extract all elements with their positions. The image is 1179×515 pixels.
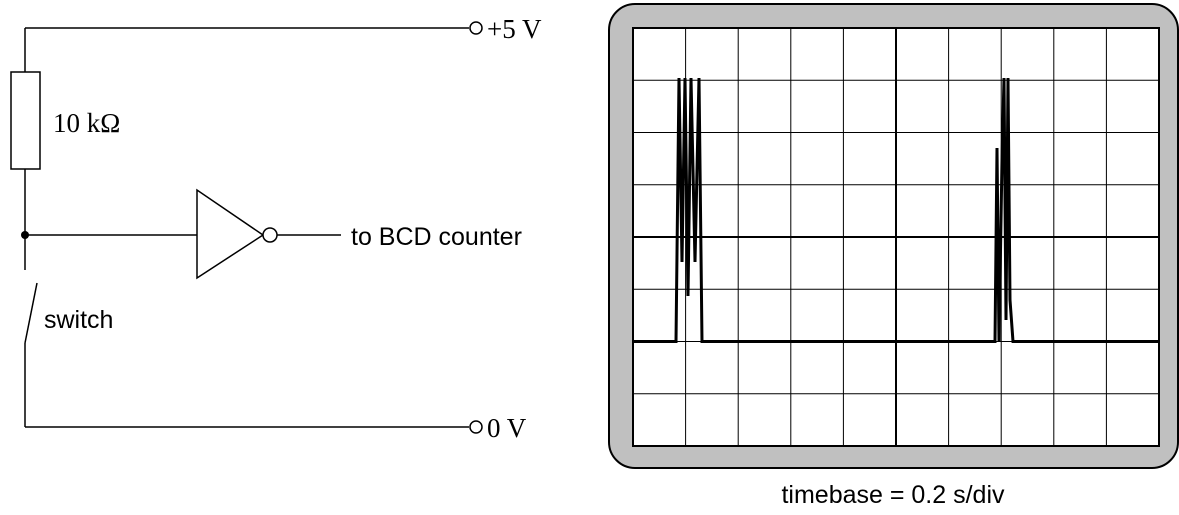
circuit-diagram [10,21,483,434]
ground-terminal [469,420,483,434]
inverter-gate [196,188,265,280]
resistor [10,71,41,170]
switch-blade [24,282,38,344]
resistor-label: 10 kΩ [53,108,120,138]
supply-terminal [469,21,483,35]
output-label: to BCD counter [351,223,522,251]
ground-label: 0 V [487,413,527,443]
switch-label: switch [44,306,113,334]
supply-label: +5 V [487,14,542,44]
timebase-label: timebase = 0.2 s/div [781,481,1005,509]
inverter-bubble [262,227,278,243]
waveform-trace [633,77,1159,343]
oscilloscope-axes [633,28,1159,446]
oscilloscope [608,3,1179,469]
